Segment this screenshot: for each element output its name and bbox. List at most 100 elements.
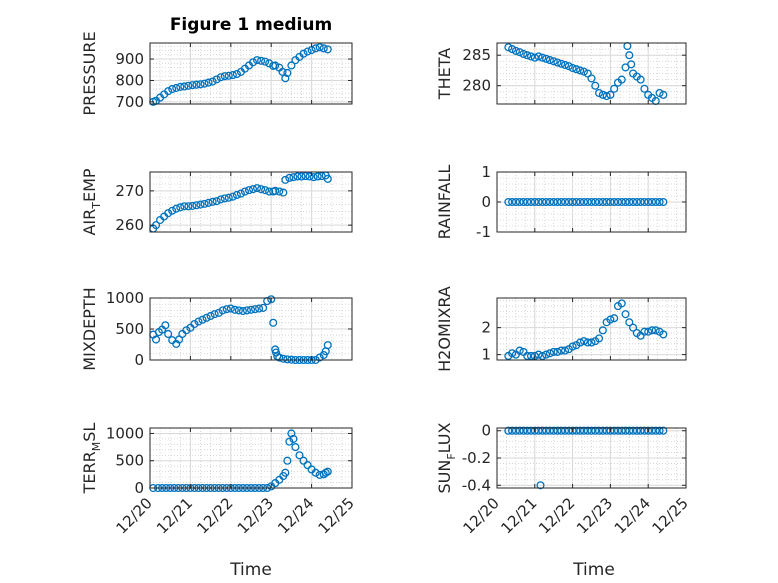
data-point bbox=[508, 45, 517, 54]
data-point bbox=[281, 175, 290, 184]
data-point bbox=[602, 92, 611, 101]
data-point bbox=[299, 456, 308, 465]
y-tick-label: 500 bbox=[115, 452, 144, 470]
data-point bbox=[644, 197, 653, 207]
y-tick-label: 800 bbox=[115, 71, 144, 89]
data-point bbox=[549, 197, 558, 207]
data-point bbox=[579, 197, 588, 207]
data-point bbox=[293, 172, 302, 181]
data-point bbox=[538, 351, 547, 361]
data-point bbox=[212, 197, 221, 206]
data-point bbox=[625, 51, 634, 60]
axes-panel-4: 0 500 1000 MIXDEPTH bbox=[80, 287, 353, 371]
data-point bbox=[220, 72, 229, 81]
data-point bbox=[579, 337, 588, 346]
data-point bbox=[640, 84, 649, 93]
axes-panel-5: 1 2 H2OMIXRA bbox=[435, 286, 687, 372]
y-axis-label: PRESSURE bbox=[80, 31, 99, 115]
data-point bbox=[560, 426, 570, 435]
data-point bbox=[172, 83, 181, 92]
x-axis-label-left: Time bbox=[229, 560, 272, 580]
data-point bbox=[305, 172, 314, 181]
data-point bbox=[557, 197, 566, 207]
data-point bbox=[523, 51, 532, 60]
data-point bbox=[188, 81, 197, 90]
data-point bbox=[640, 197, 649, 207]
axes-box bbox=[496, 42, 687, 105]
figure-title: Figure 1 medium bbox=[170, 15, 332, 35]
data-point bbox=[564, 62, 573, 71]
data-point bbox=[576, 426, 585, 435]
data-point bbox=[640, 327, 649, 336]
y-tick-label: 2 bbox=[481, 319, 491, 337]
data-point bbox=[202, 313, 211, 322]
data-point bbox=[560, 60, 570, 70]
data-point bbox=[610, 197, 619, 207]
data-point bbox=[176, 82, 185, 91]
data-point bbox=[206, 311, 215, 321]
data-point bbox=[549, 347, 558, 356]
data-point bbox=[617, 426, 626, 435]
data-point bbox=[315, 43, 324, 52]
data-point bbox=[598, 197, 607, 207]
data-point bbox=[526, 197, 536, 207]
y-tick-label: 500 bbox=[115, 320, 144, 338]
data-point bbox=[621, 310, 630, 319]
data-point bbox=[194, 317, 203, 326]
data-point bbox=[313, 172, 322, 181]
data-point bbox=[515, 346, 524, 355]
y-tick-label: 700 bbox=[115, 93, 144, 111]
data-point bbox=[576, 66, 585, 75]
data-point bbox=[323, 45, 332, 54]
data-point bbox=[222, 305, 231, 314]
data-point bbox=[659, 90, 668, 99]
data-point bbox=[625, 197, 634, 207]
data-point bbox=[602, 197, 611, 207]
data-point bbox=[511, 197, 520, 207]
data-point bbox=[632, 197, 641, 207]
axes-box bbox=[149, 427, 353, 489]
data-point bbox=[606, 197, 615, 207]
data-point bbox=[281, 468, 290, 477]
data-point bbox=[576, 197, 585, 207]
data-point bbox=[625, 318, 634, 327]
y-tick-label: 0 bbox=[481, 193, 491, 211]
data-point bbox=[232, 190, 241, 200]
data-point bbox=[534, 197, 543, 207]
y-tick-label: 280 bbox=[462, 77, 491, 95]
data-point bbox=[606, 315, 615, 324]
y-tick-label: 285 bbox=[462, 46, 491, 64]
data-point bbox=[299, 49, 308, 58]
y-axis-label: AIRTEMP bbox=[80, 168, 103, 235]
data-point bbox=[281, 74, 290, 83]
data-point bbox=[196, 80, 205, 89]
data-point bbox=[152, 335, 161, 344]
axes-panel-0: 700 800 900 PRESSURE bbox=[80, 31, 353, 116]
data-point bbox=[583, 426, 592, 435]
data-point bbox=[309, 173, 318, 182]
data-point bbox=[534, 52, 543, 61]
data-point bbox=[261, 57, 270, 66]
data-point bbox=[519, 197, 528, 207]
data-point bbox=[311, 44, 320, 53]
data-point bbox=[636, 75, 645, 84]
data-point bbox=[542, 350, 551, 359]
y-tick-label: 1000 bbox=[106, 424, 144, 442]
data-point bbox=[621, 197, 630, 207]
data-point bbox=[504, 426, 513, 435]
y-tick-label: -1 bbox=[476, 223, 491, 241]
data-point bbox=[519, 49, 528, 59]
data-point bbox=[257, 185, 266, 194]
y-tick-label: 270 bbox=[115, 182, 144, 200]
data-point bbox=[560, 197, 570, 207]
data-point bbox=[598, 326, 607, 335]
data-point bbox=[644, 426, 653, 435]
data-point bbox=[636, 426, 645, 435]
data-point bbox=[204, 198, 213, 207]
data-point bbox=[627, 60, 636, 69]
data-point bbox=[587, 338, 596, 347]
data-point bbox=[184, 202, 193, 211]
data-point bbox=[610, 84, 619, 93]
data-point bbox=[526, 351, 536, 361]
data-point bbox=[234, 306, 243, 315]
